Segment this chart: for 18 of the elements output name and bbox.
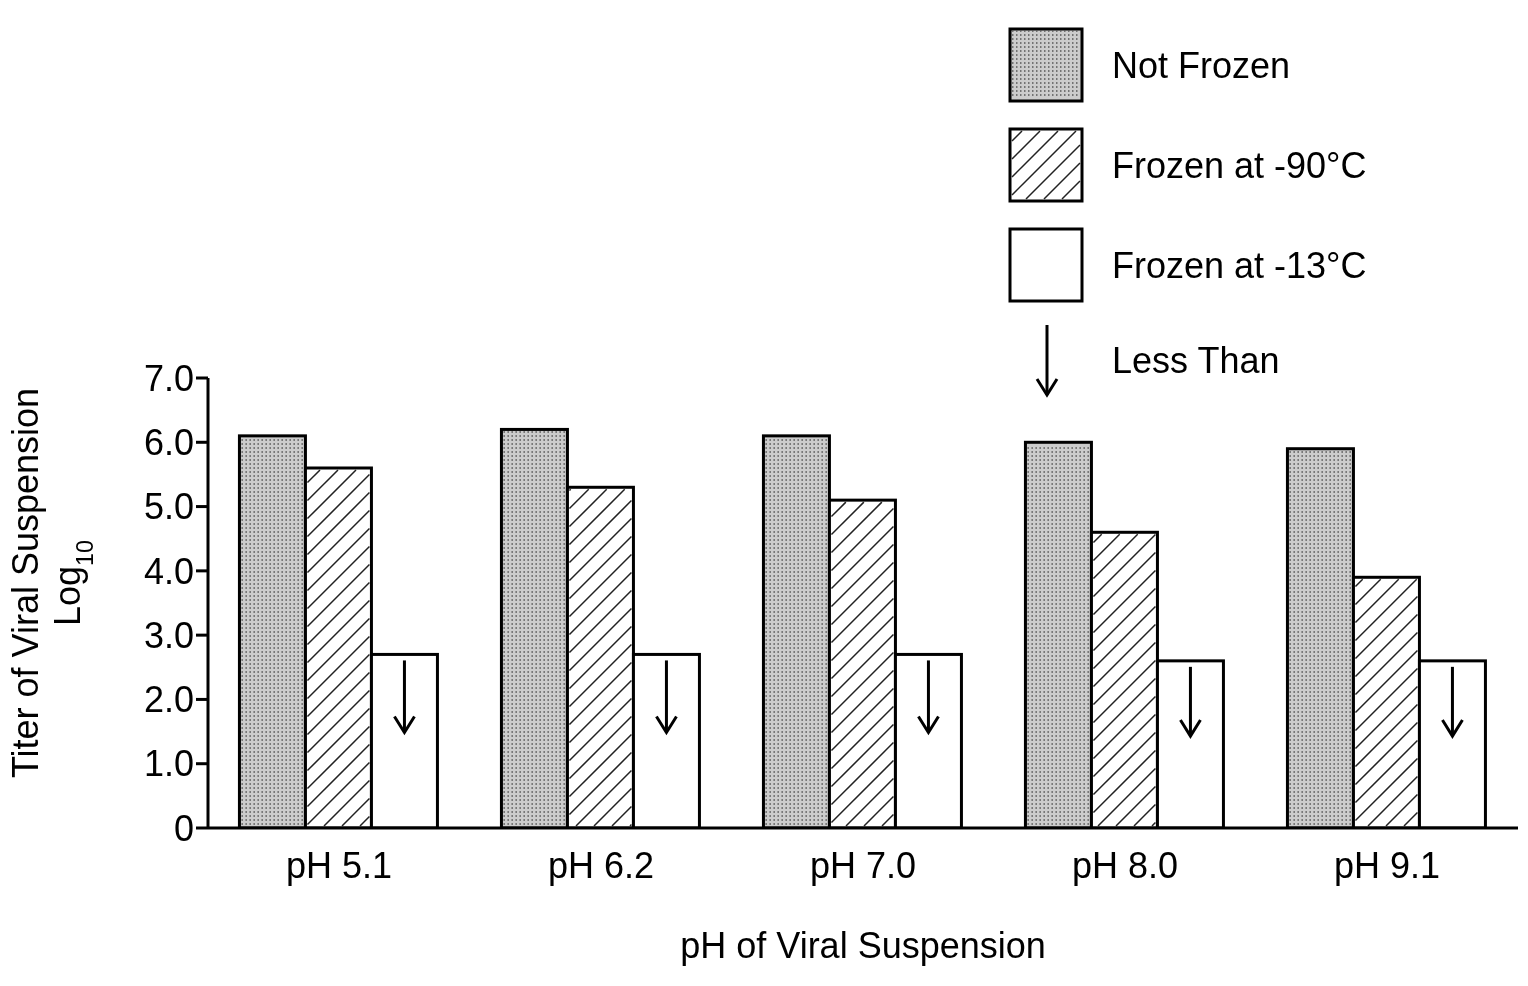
x-tick-label: pH 9.1 [1333,844,1441,886]
legend-label: Frozen at -13°C [1112,245,1367,287]
y-tick-label: 2.0 [143,679,194,721]
x-tick-label: pH 6.2 [547,844,655,886]
legend-label: Not Frozen [1112,45,1291,87]
annotation: Less Than [1112,340,1280,382]
y-tick-label: 5.0 [143,486,194,528]
y-tick-label: 1.0 [143,743,194,785]
x-tick-label: pH 7.0 [809,844,917,886]
y-tick-label: 4.0 [143,550,194,592]
legend-label: Frozen at -90°C [1112,145,1367,187]
x-axis-title: pH of Viral Suspension [680,925,1046,966]
x-tick-label: pH 8.0 [1071,844,1179,886]
x-tick-label: pH 5.1 [285,844,393,886]
y-tick-label: 3.0 [143,614,194,656]
y-tick-label: 0 [173,807,194,849]
y-tick-label: 6.0 [143,422,194,464]
y-tick-label: 7.0 [143,357,194,399]
